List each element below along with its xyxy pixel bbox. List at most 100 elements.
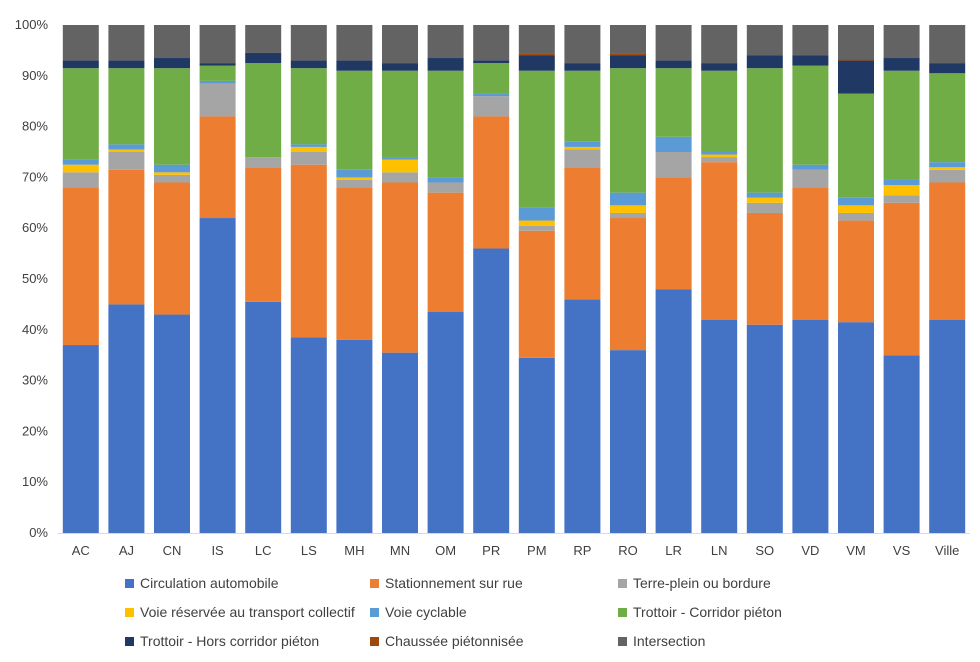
bar-segment [929, 63, 966, 74]
bar-segment [518, 225, 555, 231]
bar-segment [701, 154, 738, 158]
bar-segment [245, 167, 282, 302]
bar-segment [199, 83, 236, 117]
legend-swatch [618, 578, 627, 588]
bar-segment [792, 164, 829, 170]
bar-segment [199, 80, 236, 84]
bar-segment [62, 172, 99, 188]
bar-segment [245, 157, 282, 168]
bar-segment [382, 159, 418, 173]
legend-item: Chaussée piétonnisée [370, 633, 524, 649]
bar-segment [154, 182, 190, 315]
bar-segment [290, 164, 327, 338]
legend-swatch [125, 607, 134, 617]
legend-swatch [618, 636, 627, 646]
bar-segment [838, 322, 874, 533]
bar-segment [883, 58, 920, 71]
bar-segment [564, 146, 601, 150]
x-tick-label: PR [482, 543, 500, 558]
x-tick-label: AC [72, 543, 90, 558]
bar-segment [701, 157, 738, 163]
bar-segment [701, 70, 738, 152]
y-tick-label: 40% [22, 322, 48, 337]
bar-segment [154, 174, 190, 183]
bar-segment [245, 25, 282, 53]
bar-segment [746, 25, 783, 56]
legend-swatch [370, 578, 379, 588]
bar-segment [108, 25, 145, 61]
bar-segment [610, 55, 646, 69]
y-tick-label: 30% [22, 373, 48, 388]
bar-segment [610, 192, 646, 206]
bar-segment [108, 304, 145, 533]
x-tick-label: IS [211, 543, 224, 558]
bar-segment [62, 187, 99, 346]
bar-segment [473, 93, 510, 97]
bar-segment [929, 73, 966, 163]
bar-segment [336, 179, 373, 188]
bar-segment [564, 299, 601, 533]
bar-segment [883, 355, 920, 533]
legend-item: Circulation automobile [125, 575, 279, 591]
bar-segment [473, 116, 510, 249]
bar-segment [108, 144, 145, 150]
bar-segment [564, 141, 601, 147]
bar-segment [518, 357, 555, 533]
bar-segment [610, 350, 646, 533]
bar-segment [336, 60, 373, 71]
bar-segment [199, 63, 236, 66]
bar-segment [701, 63, 738, 71]
bar-segment [154, 172, 190, 175]
bar-segment [655, 25, 692, 61]
bars [62, 25, 966, 534]
x-tick-label: SO [755, 543, 774, 558]
legend-swatch [370, 607, 379, 617]
x-tick-label: MN [390, 543, 410, 558]
legend-item: Trottoir - Hors corridor piéton [125, 633, 319, 649]
legend-item: Stationnement sur rue [370, 575, 523, 591]
bar-segment [746, 55, 783, 69]
bar-segment [199, 25, 236, 64]
bar-segment [518, 53, 555, 56]
bar-segment [564, 25, 601, 64]
x-tick-label: CN [163, 543, 182, 558]
bar-segment [701, 152, 738, 155]
bar-segment [792, 25, 829, 56]
bar-segment [154, 164, 190, 173]
y-tick-label: 80% [22, 119, 48, 134]
bar-segment [929, 167, 966, 170]
y-tick-label: 60% [22, 220, 48, 235]
bar-segment [564, 167, 601, 300]
bar-segment [473, 25, 510, 61]
bar-segment [108, 60, 145, 69]
bar-segment [838, 25, 874, 60]
x-tick-label: RP [573, 543, 591, 558]
bar-segment [154, 25, 190, 59]
bar-segment [154, 68, 190, 165]
legend-swatch [618, 607, 627, 617]
legend-label: Trottoir - Corridor piéton [633, 604, 782, 620]
x-tick-label: MH [344, 543, 364, 558]
bar-segment [883, 70, 920, 180]
bar-segment [336, 177, 373, 180]
bar-segment [427, 70, 464, 178]
y-axis: 0% 10% 20% 30% 40% 50% 60% 70% 80% 90% 100% [15, 17, 970, 540]
bar-segment [838, 220, 874, 323]
legend-swatch [125, 636, 134, 646]
bar-segment [746, 192, 783, 198]
bar-segment [382, 182, 418, 353]
bar-segment [883, 185, 920, 196]
legend-item: Voie réservée au transport collectif [125, 604, 355, 620]
bar-segment [655, 289, 692, 533]
bar-segment [290, 152, 327, 165]
bar-segment [290, 146, 327, 152]
legend-label: Circulation automobile [140, 575, 279, 591]
legend-label: Trottoir - Hors corridor piéton [140, 633, 320, 649]
bar-segment [336, 169, 373, 178]
legend-item: Intersection [618, 633, 705, 649]
bar-segment [564, 149, 601, 168]
bar-segment [746, 324, 783, 533]
y-tick-label: 10% [22, 474, 48, 489]
bar-segment [792, 169, 829, 188]
